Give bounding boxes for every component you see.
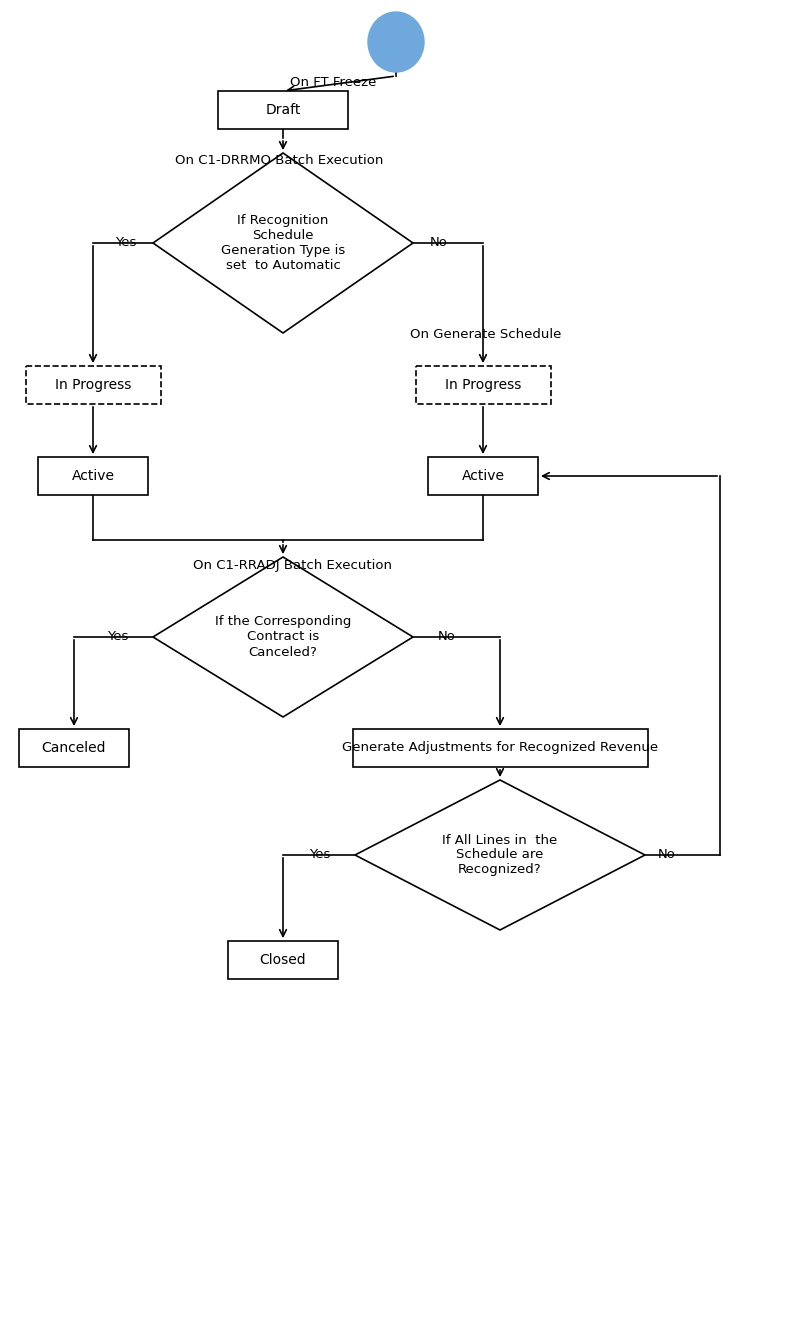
Polygon shape <box>153 557 413 717</box>
Text: On FT Freeze: On FT Freeze <box>290 75 377 89</box>
Polygon shape <box>153 153 413 333</box>
Text: Draft: Draft <box>266 103 301 116</box>
Bar <box>25 366 160 404</box>
Bar <box>228 941 338 979</box>
Text: On C1-RRADJ Batch Execution: On C1-RRADJ Batch Execution <box>193 558 392 572</box>
Text: On Generate Schedule: On Generate Schedule <box>410 328 561 341</box>
Bar <box>428 456 538 495</box>
Text: Yes: Yes <box>115 237 136 250</box>
Text: In Progress: In Progress <box>55 378 131 392</box>
Text: No: No <box>430 237 448 250</box>
Text: No: No <box>658 848 676 861</box>
Text: On C1-DRRMO Batch Execution: On C1-DRRMO Batch Execution <box>175 153 383 167</box>
Text: Active: Active <box>462 468 504 483</box>
Bar <box>353 729 648 767</box>
Text: If the Corresponding
Contract is
Canceled?: If the Corresponding Contract is Cancele… <box>215 615 351 659</box>
Bar <box>38 456 148 495</box>
Text: Yes: Yes <box>308 848 330 861</box>
Bar <box>218 91 348 130</box>
Text: Closed: Closed <box>259 953 306 967</box>
Bar <box>416 366 550 404</box>
Text: Yes: Yes <box>106 631 128 643</box>
Bar <box>19 729 129 767</box>
Text: If All Lines in  the
Schedule are
Recognized?: If All Lines in the Schedule are Recogni… <box>442 833 557 877</box>
Text: If Recognition
Schedule
Generation Type is
set  to Automatic: If Recognition Schedule Generation Type … <box>221 214 345 273</box>
Text: In Progress: In Progress <box>445 378 521 392</box>
Text: No: No <box>438 631 456 643</box>
Text: Generate Adjustments for Recognized Revenue: Generate Adjustments for Recognized Reve… <box>342 741 658 754</box>
Text: Active: Active <box>71 468 114 483</box>
Ellipse shape <box>368 12 424 71</box>
Polygon shape <box>355 781 645 930</box>
Text: Canceled: Canceled <box>42 741 106 755</box>
